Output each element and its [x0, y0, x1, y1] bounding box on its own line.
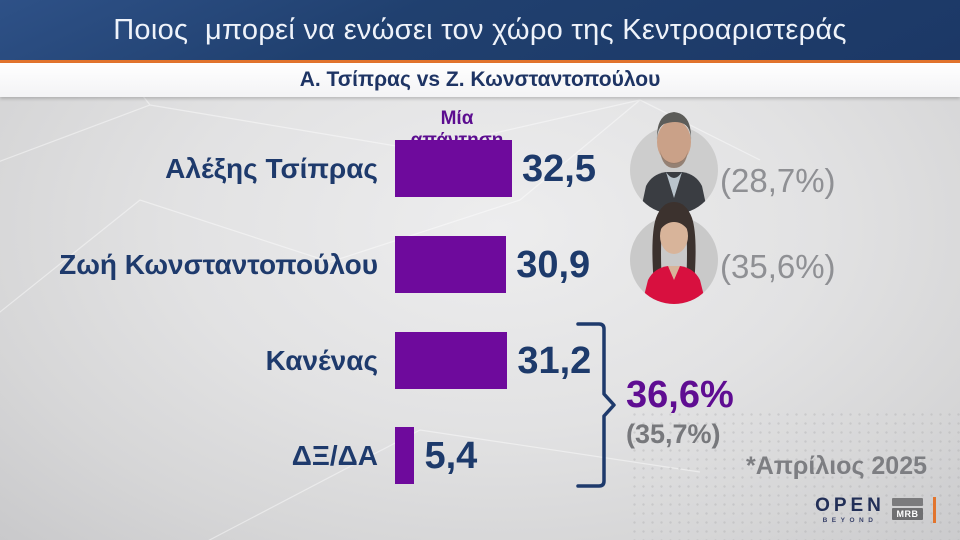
mrb-logo-word: MRB	[892, 508, 923, 520]
bar-value: 31,2	[517, 339, 592, 382]
bar-row-konstantopoulou: Ζωή Κωνσταντοπούλου 30,9	[0, 236, 960, 293]
group-total-paren-value: (35,7%)	[626, 419, 721, 449]
bar-row-none: Κανένας 31,2	[0, 332, 960, 389]
row-label: Ζωή Κωνσταντοπούλου	[59, 248, 378, 280]
orange-divider	[0, 60, 960, 63]
group-total-value: 36,6%	[626, 374, 734, 416]
bar	[395, 332, 508, 389]
tsipras-photo	[630, 112, 718, 214]
group-bracket	[576, 322, 616, 488]
row-label: Αλέξης Τσίπρας	[165, 152, 378, 184]
bar-row-dont-know: ΔΞ/ΔΑ 5,4	[0, 427, 960, 484]
bar-value: 32,5	[522, 147, 596, 190]
bar	[395, 236, 507, 293]
bar	[395, 427, 415, 484]
mrb-logo: MRB	[892, 498, 923, 520]
tsipras-paren-value: (28,7%)	[720, 162, 836, 199]
bar-value: 30,9	[516, 243, 591, 286]
header-band: Ποιος μπορεί να ενώσει τον χώρο της Κεντ…	[0, 0, 960, 60]
date-footnote: *Απρίλιος 2025	[746, 452, 928, 480]
konstantopoulou-paren-value: (35,6%)	[720, 248, 836, 285]
matchup-title: Α. Τσίπρας vs Ζ. Κωνσταντοπούλου	[299, 68, 661, 91]
row-label: ΔΞ/ΔΑ	[291, 439, 378, 471]
bar-row-tsipras: Αλέξης Τσίπρας 32,5	[0, 140, 960, 197]
bar	[395, 140, 512, 197]
orange-accent-bar	[933, 497, 936, 523]
row-label: Κανένας	[265, 344, 378, 376]
page-title: Ποιος μπορεί να ενώσει τον χώρο της Κεντ…	[113, 13, 847, 46]
open-channel-logo: OPEN BEYOND	[814, 496, 886, 524]
open-logo-tagline: BEYOND	[822, 517, 878, 524]
bar-value: 5,4	[424, 434, 478, 477]
subheader-band: Α. Τσίπρας vs Ζ. Κωνσταντοπούλου	[0, 63, 960, 97]
konstantopoulou-photo	[630, 202, 718, 304]
mrb-logo-bar	[892, 498, 923, 506]
open-logo-word: OPEN	[815, 495, 885, 516]
